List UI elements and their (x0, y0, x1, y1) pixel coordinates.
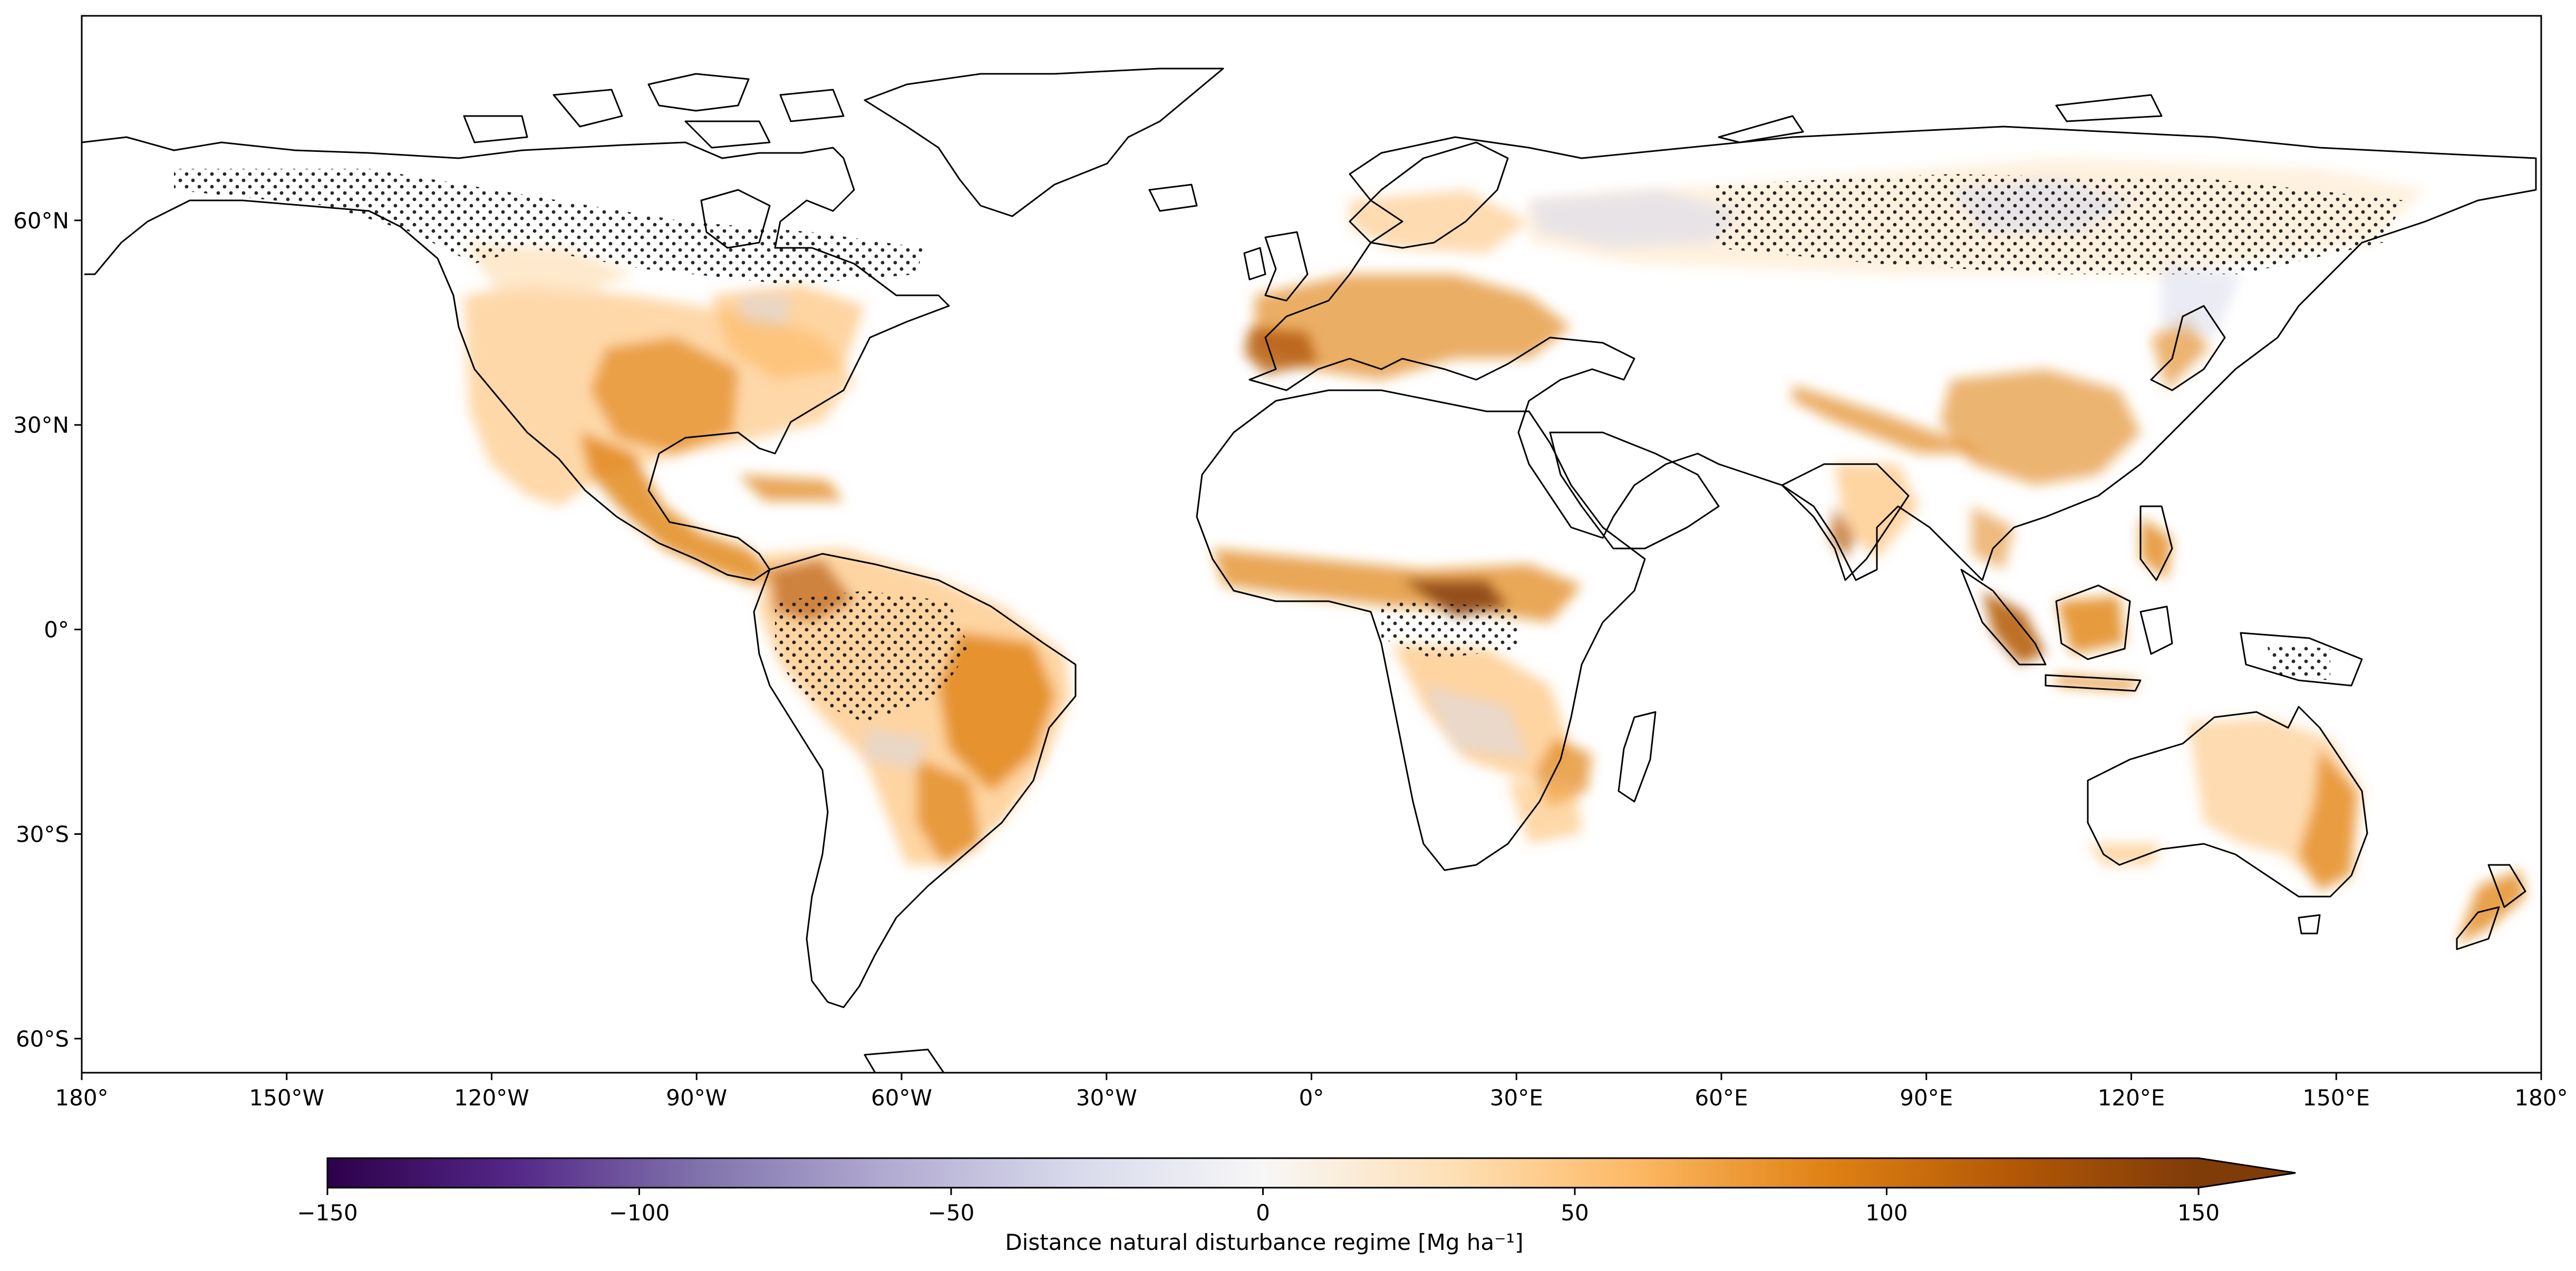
lat-tick-label: 30°N (13, 412, 69, 438)
colorbar-tick-label: −50 (928, 1200, 975, 1226)
colorbar-outline (326, 1157, 2296, 1189)
colorbar-tick-label: −100 (609, 1200, 670, 1226)
colorbar-tick-label: 50 (1561, 1200, 1589, 1226)
lon-tick-label: 90°W (666, 1085, 727, 1111)
lon-tick-label: 180° (2514, 1085, 2568, 1111)
lon-tick-label: 0° (1299, 1085, 1324, 1111)
colorbar-tick-label: 0 (1256, 1200, 1270, 1226)
data-layer (82, 68, 2537, 1073)
lon-tick-label: 90°E (1900, 1085, 1953, 1111)
lon-tick-label: 120°W (454, 1085, 529, 1111)
colorbar: −150 −100 −50 0 50 100 150 Distance natural di… (297, 1157, 2296, 1255)
colorbar-extend-arrow (2199, 1158, 2296, 1188)
lat-tick-label: 0° (44, 617, 69, 643)
latitude-ticks: 60°N 30°N 0° 30°S 60°S (13, 208, 82, 1052)
lat-tick-label: 60°N (13, 208, 69, 234)
colorbar-gradient (327, 1158, 2199, 1188)
longitude-ticks: 180° 150°W 120°W 90°W 60°W 30°W 0° 30°E 60°E 90°E… (55, 1073, 2568, 1111)
colorbar-ticks: −150 −100 −50 0 50 100 150 (297, 1188, 2220, 1226)
colorbar-tick-label: −150 (297, 1200, 357, 1226)
lon-tick-label: 150°W (249, 1085, 324, 1111)
colorbar-tick-label: 150 (2177, 1200, 2220, 1226)
stipple-hatching (174, 169, 2404, 723)
map-axes: 180° 150°W 120°W 90°W 60°W 30°W 0° 30°E 60°E 90°E… (13, 15, 2568, 1111)
lon-tick-label: 30°E (1490, 1085, 1543, 1111)
lon-tick-label: 180° (55, 1085, 108, 1111)
lon-tick-label: 60°E (1695, 1085, 1748, 1111)
lon-tick-label: 60°W (871, 1085, 932, 1111)
lon-tick-label: 30°W (1076, 1085, 1137, 1111)
lon-tick-label: 120°E (2098, 1085, 2165, 1111)
colorbar-label: Distance natural disturbance regime [Mg … (1005, 1229, 1523, 1255)
coastlines (82, 68, 2537, 1073)
lon-tick-label: 150°E (2302, 1085, 2370, 1111)
colorbar-tick-label: 100 (1865, 1200, 1907, 1226)
lat-tick-label: 30°S (16, 821, 69, 847)
lat-tick-label: 60°S (16, 1026, 69, 1052)
